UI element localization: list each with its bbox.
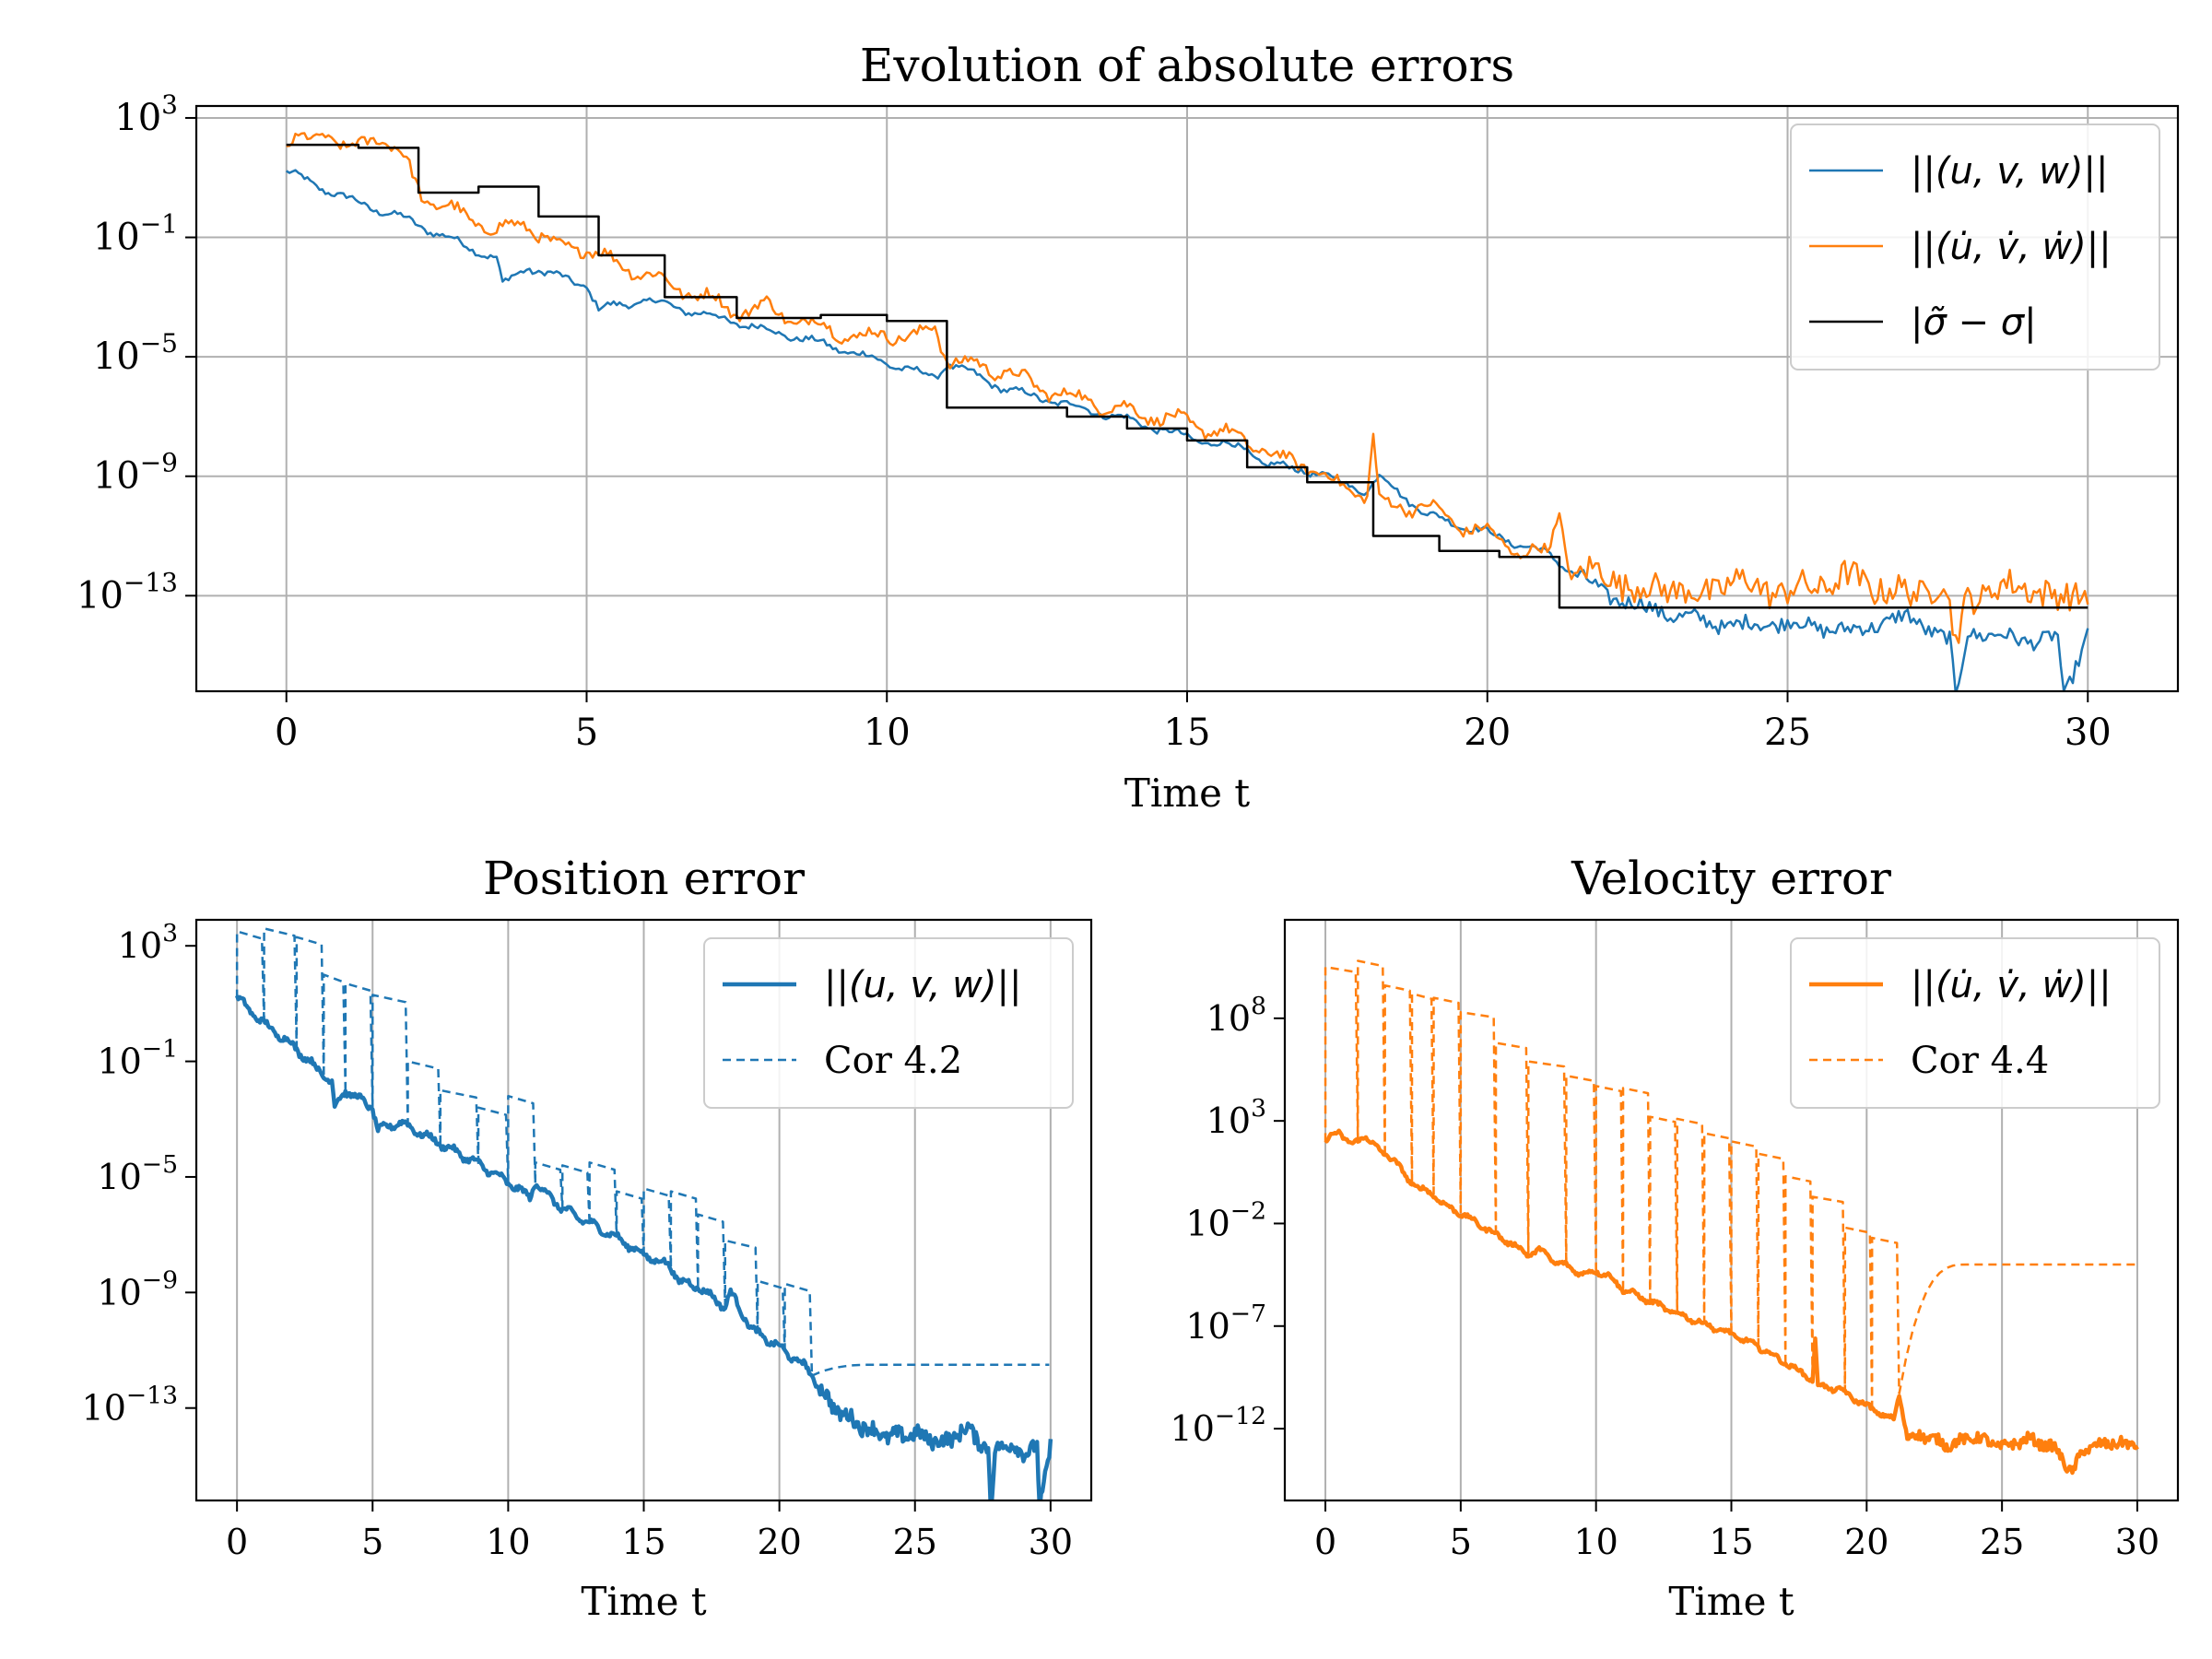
legend-label: Cor 4.4 xyxy=(1911,1040,2049,1082)
y-tick-exponent: −9 xyxy=(140,448,178,478)
x-axis-label: Time t xyxy=(581,1579,706,1624)
y-tick-base: 10 xyxy=(93,455,140,498)
x-tick-label: 20 xyxy=(1464,712,1511,754)
y-tick-label: 10−9 xyxy=(97,1265,178,1312)
x-tick-label: 15 xyxy=(1164,712,1211,754)
y-tick-base: 10 xyxy=(118,925,162,966)
y-tick-label: 108 xyxy=(1206,992,1266,1039)
legend-box xyxy=(1790,937,2160,1109)
y-tick-label: 10−13 xyxy=(82,1382,178,1429)
axes-frame xyxy=(1283,918,2180,1502)
plot-area xyxy=(286,132,2089,691)
series-line xyxy=(1324,959,2136,1409)
x-tick-label: 0 xyxy=(275,712,298,754)
legend-box xyxy=(703,937,1074,1109)
y-tick-label: 103 xyxy=(1206,1094,1266,1141)
series-line xyxy=(235,927,1050,1377)
x-tick-label: 20 xyxy=(757,1522,801,1562)
x-tick-label: 30 xyxy=(2115,1522,2159,1562)
y-tick-base: 10 xyxy=(1206,998,1251,1039)
y-tick-label: 10−12 xyxy=(1171,1402,1266,1449)
y-tick-exponent: −7 xyxy=(1230,1300,1266,1328)
x-tick-label: 10 xyxy=(486,1522,530,1562)
legend-label: ||(u, v, w)|| xyxy=(1911,150,2108,193)
x-tick-label: 25 xyxy=(893,1522,937,1562)
x-tick-label: 30 xyxy=(1029,1522,1073,1562)
x-tick-label: 15 xyxy=(621,1522,665,1562)
y-tick-label: 10−5 xyxy=(93,328,178,378)
y-tick-exponent: 8 xyxy=(1251,992,1266,1020)
x-tick-label: 10 xyxy=(1574,1522,1618,1562)
y-tick-label: 10−1 xyxy=(93,209,178,259)
y-tick-exponent: −2 xyxy=(1230,1196,1266,1225)
y-tick-label: 10−7 xyxy=(1185,1300,1266,1347)
chart-top: Evolution of absolute errors 0 5 10 15 20 25 30… xyxy=(76,39,2180,816)
y-tick-label: 103 xyxy=(118,919,178,966)
legend-label: ||(u̇, v̇, ẇ)|| xyxy=(1911,226,2112,268)
x-axis-label: Time t xyxy=(1124,771,1250,816)
y-tick-exponent: 3 xyxy=(1251,1094,1266,1123)
y-tick-label: 10−9 xyxy=(93,448,178,498)
y-tick-base: 10 xyxy=(1185,1203,1230,1243)
y-tick-base: 10 xyxy=(1206,1100,1251,1141)
y-tick-base: 10 xyxy=(76,574,124,617)
series-line xyxy=(286,143,2088,609)
chart-title: Velocity error xyxy=(1571,852,1891,905)
x-tick-label: 30 xyxy=(2065,712,2112,754)
x-tick-label: 5 xyxy=(1450,1522,1472,1562)
axes-frame xyxy=(194,104,2180,693)
y-tick-base: 10 xyxy=(1185,1306,1230,1347)
y-tick-exponent: −5 xyxy=(142,1150,178,1179)
y-tick-exponent: −9 xyxy=(142,1265,178,1294)
y-tick-label: 103 xyxy=(114,89,178,139)
y-tick-exponent: −5 xyxy=(140,328,178,359)
y-tick-base: 10 xyxy=(97,1272,141,1312)
chart-title: Position error xyxy=(483,852,805,905)
y-tick-label: 10−1 xyxy=(97,1035,178,1082)
y-tick-base: 10 xyxy=(93,335,140,378)
y-tick-exponent: −13 xyxy=(124,567,178,597)
chart-title: Evolution of absolute errors xyxy=(860,39,1514,92)
y-tick-base: 10 xyxy=(114,97,161,139)
x-tick-label: 10 xyxy=(864,712,911,754)
y-tick-label: 10−2 xyxy=(1185,1196,1266,1243)
legend-label: ||(u̇, v̇, ẇ)|| xyxy=(1911,964,2112,1006)
y-tick-exponent: −12 xyxy=(1215,1402,1266,1430)
y-tick-base: 10 xyxy=(1171,1408,1215,1449)
y-tick-exponent: −1 xyxy=(142,1035,178,1064)
x-tick-label: 25 xyxy=(1764,712,1811,754)
x-tick-label: 15 xyxy=(1709,1522,1753,1562)
x-tick-label: 0 xyxy=(226,1522,248,1562)
x-tick-label: 25 xyxy=(1980,1522,2024,1562)
series-line xyxy=(286,132,2089,644)
x-tick-label: 5 xyxy=(575,712,598,754)
y-tick-base: 10 xyxy=(82,1388,126,1429)
x-tick-label: 0 xyxy=(1314,1522,1336,1562)
legend-label: |σ̃ − σ| xyxy=(1911,301,2037,344)
legend-label: Cor 4.2 xyxy=(824,1040,962,1082)
y-tick-base: 10 xyxy=(93,217,140,259)
y-tick-base: 10 xyxy=(97,1041,141,1082)
y-tick-label: 10−5 xyxy=(97,1150,178,1197)
axes-frame xyxy=(194,918,1093,1502)
legend-label: ||(u, v, w)|| xyxy=(824,964,1021,1006)
x-tick-label: 5 xyxy=(361,1522,383,1562)
y-tick-base: 10 xyxy=(97,1157,141,1197)
y-tick-exponent: 3 xyxy=(162,919,178,947)
y-tick-label: 10−13 xyxy=(76,567,178,617)
plot-area xyxy=(1324,959,2139,1476)
y-tick-exponent: −1 xyxy=(140,209,178,240)
x-axis-label: Time t xyxy=(1668,1579,1794,1624)
y-tick-exponent: −13 xyxy=(126,1382,178,1410)
y-tick-exponent: 3 xyxy=(161,89,178,120)
x-tick-label: 20 xyxy=(1844,1522,1888,1562)
legend-box xyxy=(1790,124,2160,371)
plot-area xyxy=(234,927,1053,1500)
